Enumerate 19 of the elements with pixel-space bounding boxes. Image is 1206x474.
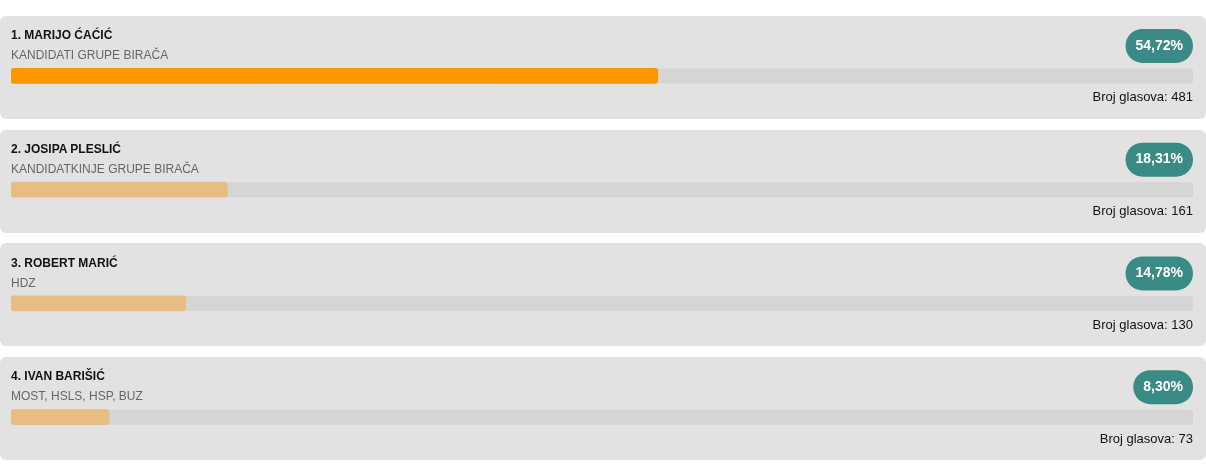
annotation: Broj glasova: 481 bbox=[1092, 89, 1193, 105]
bar bbox=[11, 181, 228, 198]
data-label: 54,72% bbox=[1135, 36, 1184, 53]
annotation: HDZ bbox=[11, 275, 36, 290]
y-tick-label: 4. IVAN BARIŠIĆ bbox=[11, 368, 106, 384]
bar bbox=[11, 295, 187, 312]
y-tick-label: 2. JOSIPA PLESLIĆ bbox=[11, 140, 122, 156]
y-tick-label: 3. ROBERT MARIĆ bbox=[11, 254, 118, 270]
data-label: 14,78% bbox=[1135, 264, 1184, 281]
data-label: 18,31% bbox=[1135, 150, 1184, 167]
annotation: Broj glasova: 130 bbox=[1092, 316, 1193, 332]
annotation: Broj glasova: 161 bbox=[1092, 203, 1193, 219]
annotation: KANDIDATKINJE GRUPE BIRAČA bbox=[11, 160, 199, 176]
y-tick-label: 1. MARIJO ĆAĆIĆ bbox=[11, 27, 113, 43]
annotation: KANDIDATI GRUPE BIRAČA bbox=[11, 47, 169, 63]
annotation: Broj glasova: 73 bbox=[1099, 430, 1193, 446]
bar bbox=[11, 409, 110, 425]
annotation: MOST, HSLS, HSP, BUZ bbox=[11, 389, 143, 404]
data-label: 8,30% bbox=[1143, 377, 1184, 394]
